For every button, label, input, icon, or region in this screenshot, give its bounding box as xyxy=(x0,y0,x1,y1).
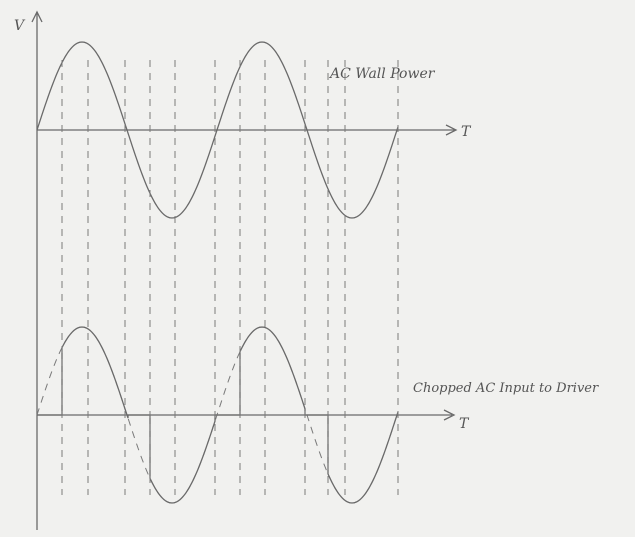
paper xyxy=(0,0,635,537)
top-waveform-label: AC Wall Power xyxy=(328,66,436,82)
bottom-waveform-label: Chopped AC Input to Driver xyxy=(413,381,599,396)
diagram: V T T AC Wall Power Chopped AC Input to … xyxy=(0,0,635,537)
